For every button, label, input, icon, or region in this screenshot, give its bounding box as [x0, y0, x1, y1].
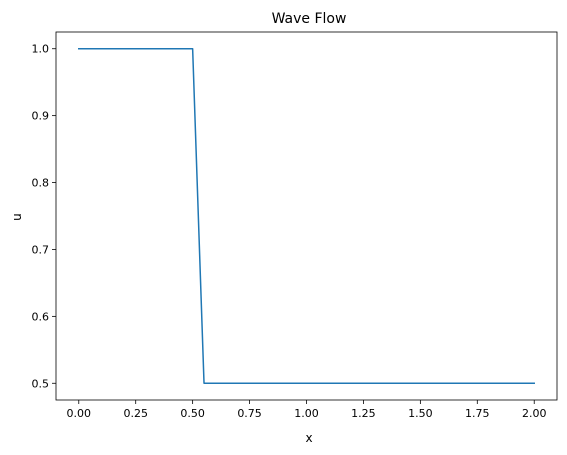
x-axis: 0.00 0.25 0.50 0.75 1.00 1.25 1.50 1.75 2.00 [67, 400, 547, 420]
x-tick-label: 1.25 [351, 407, 376, 420]
x-tick-label: 0.75 [237, 407, 262, 420]
plot-frame [55, 31, 558, 401]
y-tick-label: 0.5 [32, 377, 50, 390]
y-axis-label: u [10, 213, 24, 221]
x-tick-label: 1.50 [408, 407, 433, 420]
x-axis-label: x [305, 431, 312, 445]
plot-area [55, 31, 558, 401]
x-tick-label: 0.25 [123, 407, 148, 420]
y-tick-label: 0.8 [32, 177, 50, 190]
x-tick-label: 0.00 [67, 407, 92, 420]
x-tick-label: 1.75 [465, 407, 490, 420]
chart-title: Wave Flow [272, 11, 347, 27]
x-tick-label: 2.00 [522, 407, 547, 420]
series-line-0 [78, 47, 535, 385]
y-tick-label: 1.0 [32, 43, 50, 56]
x-tick-label: 1.00 [294, 407, 319, 420]
y-axis: 0.5 0.6 0.7 0.8 0.9 1.0 [32, 43, 56, 390]
y-tick-label: 0.6 [32, 310, 50, 323]
x-tick-label: 0.50 [180, 407, 205, 420]
y-tick-label: 0.7 [32, 243, 50, 256]
y-tick-label: 0.9 [32, 110, 50, 123]
